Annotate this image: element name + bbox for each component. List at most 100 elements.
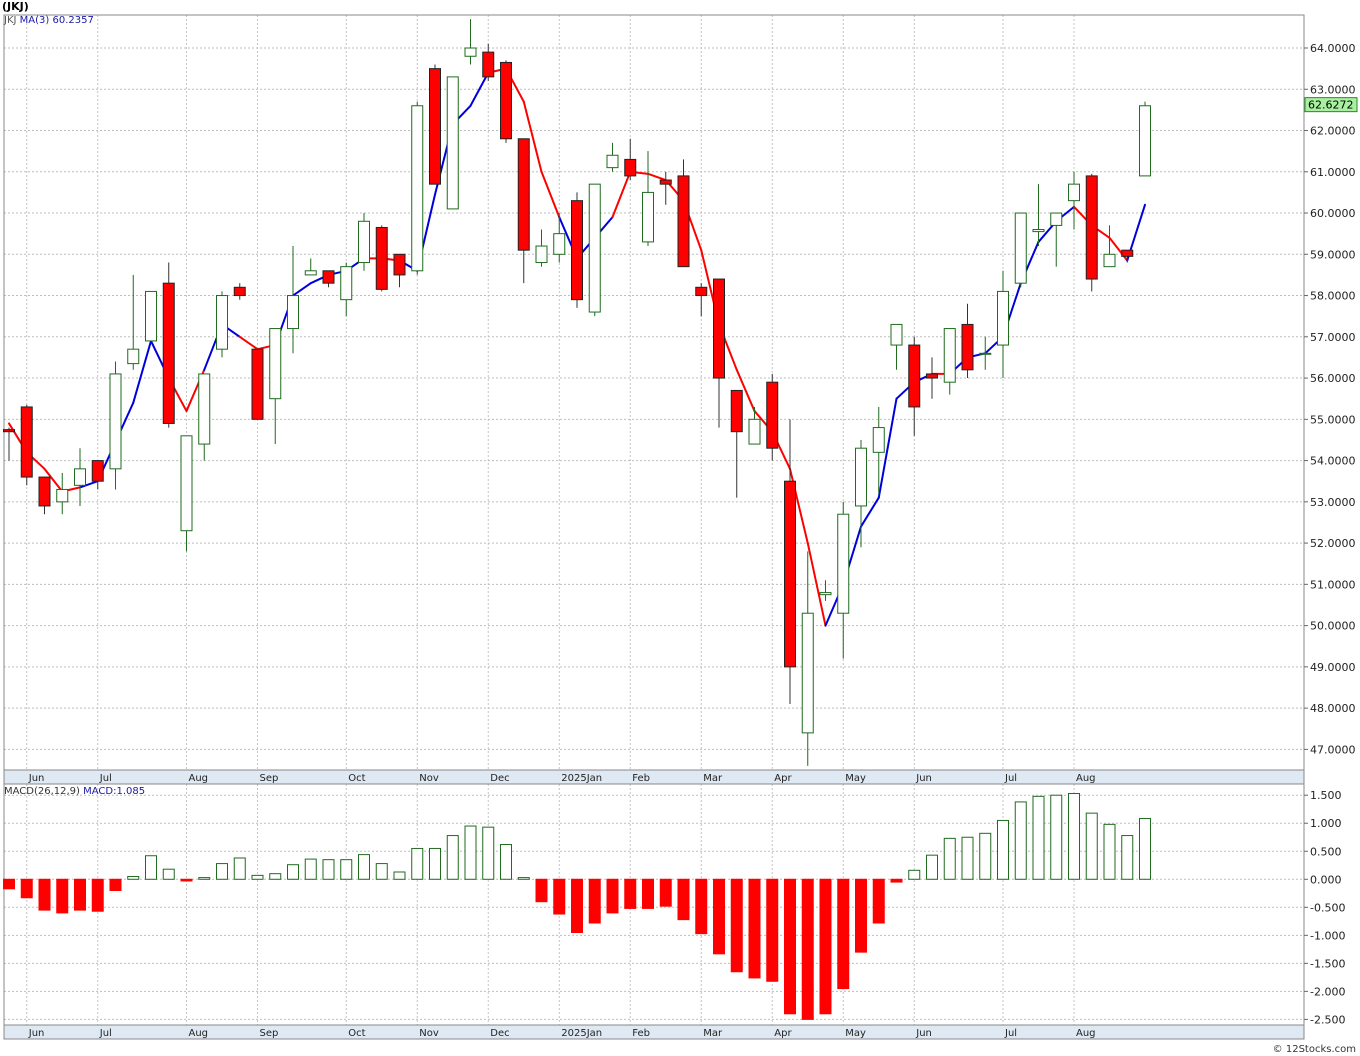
candle — [943, 328, 956, 395]
candle — [358, 213, 370, 271]
candle — [588, 183, 601, 317]
candle — [446, 76, 459, 210]
macd-bar — [3, 878, 15, 890]
candle — [198, 373, 211, 461]
x-label-bottom: Dec — [490, 1028, 509, 1039]
candle-body — [20, 406, 33, 478]
ma3-segment — [43, 467, 64, 493]
last-price-marker: 62.6272 — [1304, 97, 1358, 113]
price-tick-label: 60.0000 — [1310, 207, 1356, 220]
candle — [180, 435, 193, 552]
candle — [233, 283, 246, 300]
candle — [3, 427, 15, 461]
ma3-segment — [132, 339, 152, 404]
candle-body — [890, 323, 903, 346]
macd-bar — [500, 844, 512, 880]
candle — [784, 419, 796, 704]
macd-bar — [74, 878, 86, 911]
macd-bar — [855, 878, 867, 953]
candle — [1121, 249, 1134, 263]
candle — [553, 213, 566, 263]
candle-body — [446, 76, 459, 210]
macd-bar — [730, 878, 743, 973]
candle — [695, 283, 708, 317]
candle — [748, 406, 761, 445]
macd-bar — [659, 878, 672, 907]
candle — [74, 448, 86, 506]
macd-bar — [38, 878, 51, 911]
candle-body — [1068, 183, 1080, 202]
macd-y-axis: 1.500 1.000 0.500 0.000 -0.500 -1.000 -1.500 -2… — [1304, 789, 1345, 1026]
candle-body — [464, 47, 477, 57]
macd-bar — [482, 826, 495, 880]
macd-bar — [695, 878, 708, 935]
candle-body — [233, 286, 246, 297]
macd-bar — [571, 878, 583, 934]
candle-body — [695, 286, 708, 297]
macd-bar — [251, 874, 264, 880]
candle-body — [979, 352, 992, 355]
price-tick-label: 52.0000 — [1310, 537, 1356, 550]
candle — [322, 270, 335, 288]
macd-bar — [1103, 823, 1116, 880]
macd-bar — [1121, 835, 1134, 880]
macd-bar — [713, 878, 725, 955]
candle — [500, 60, 512, 143]
candle-body — [91, 460, 104, 482]
candle-body — [1014, 212, 1027, 284]
price-y-axis: 47.0000 48.0000 49.0000 50.0000 51.0000 52.00… — [1304, 42, 1356, 756]
site-credit: © 12Stocks.com — [1272, 1044, 1356, 1055]
macd-bar — [287, 864, 299, 880]
macd-bar — [1050, 794, 1063, 880]
candle-body — [606, 154, 619, 169]
ma3-segment — [79, 480, 99, 489]
ma3-segment — [292, 282, 312, 297]
candle-body — [322, 270, 335, 284]
price-tick-label: 58.0000 — [1310, 290, 1356, 303]
candle — [304, 258, 317, 276]
macd-bar — [517, 877, 530, 880]
price-tick-label: 64.0000 — [1310, 42, 1356, 55]
candle-body — [535, 245, 548, 264]
macd-bar — [961, 836, 974, 880]
macd-bar — [464, 825, 477, 880]
candle-body — [1032, 229, 1045, 233]
ma3-segment — [611, 170, 632, 219]
candle-body — [819, 592, 832, 596]
macd-bar — [872, 878, 885, 924]
candle — [624, 138, 637, 181]
candle-body — [1139, 105, 1151, 177]
candle-body — [642, 191, 654, 243]
macd-bar — [624, 878, 637, 909]
candle — [38, 476, 51, 515]
candle — [1068, 171, 1080, 230]
price-tick-label: 55.0000 — [1310, 413, 1356, 426]
candle-body — [961, 323, 974, 371]
x-label-top: 2025Jan — [561, 773, 602, 784]
x-label-top: Apr — [774, 773, 792, 784]
candle — [979, 336, 992, 370]
macd-bar — [748, 878, 761, 979]
macd-bar — [819, 878, 832, 1015]
macd-tick-label: -2.500 — [1310, 1013, 1345, 1026]
candle — [1050, 212, 1063, 267]
candle — [677, 159, 690, 268]
candle — [872, 406, 885, 494]
macd-bar — [642, 878, 654, 909]
x-label-top: Dec — [490, 773, 509, 784]
price-tick-label: 51.0000 — [1310, 578, 1356, 591]
candle-body — [1121, 249, 1134, 257]
candle-body — [624, 158, 637, 177]
macd-bar — [926, 854, 938, 880]
candle — [127, 274, 140, 370]
ma3-segment — [806, 542, 827, 627]
macd-bar — [56, 878, 69, 914]
candle — [109, 361, 122, 490]
x-label-top: Feb — [632, 773, 650, 784]
candle-body — [304, 270, 317, 276]
macd-bar — [979, 832, 992, 880]
macd-bar — [216, 863, 228, 880]
macd-bar — [145, 855, 157, 880]
x-label-bottom: Jul — [1004, 1028, 1017, 1039]
candle — [766, 373, 779, 461]
